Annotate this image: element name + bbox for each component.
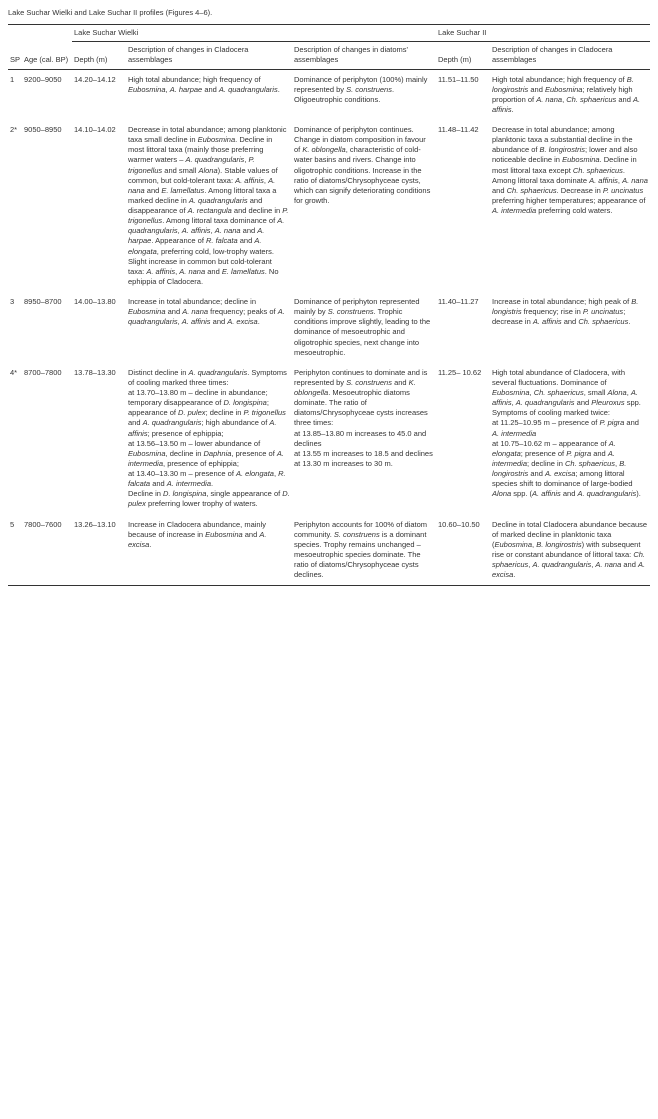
cell-di1: Dominance of periphyton represented main… <box>292 292 436 363</box>
cell-di1: Periphyton accounts for 100% of diatom c… <box>292 515 436 586</box>
table-row: 38950–870014.00–13.80Increase in total a… <box>8 292 650 363</box>
cell-d1: 14.20–14.12 <box>72 69 126 120</box>
header-age: Age (cal. BP) <box>22 25 72 69</box>
table-caption: Lake Suchar Wielki and Lake Suchar II pr… <box>8 8 650 18</box>
cell-age: 8950–8700 <box>22 292 72 363</box>
cell-d2: 11.51–11.50 <box>436 69 490 120</box>
cell-di1: Dominance of periphyton (100%) mainly re… <box>292 69 436 120</box>
cell-c1: Increase in total abundance; decline in … <box>126 292 292 363</box>
cell-d2: 11.25– 10.62 <box>436 363 490 515</box>
cell-c1: Distinct decline in A. quadrangularis. S… <box>126 363 292 515</box>
cell-sp: 5 <box>8 515 22 586</box>
cell-c2: Decline in total Cladocera abundance bec… <box>490 515 650 586</box>
header-diat-1: Description of changes in diatoms' assem… <box>292 42 436 69</box>
cell-d2: 11.48–11.42 <box>436 120 490 292</box>
cell-age: 8700–7800 <box>22 363 72 515</box>
cell-d1: 13.78–13.30 <box>72 363 126 515</box>
cell-sp: 2* <box>8 120 22 292</box>
data-table: SP Age (cal. BP) Lake Suchar Wielki Lake… <box>8 24 650 586</box>
cell-d1: 13.26–13.10 <box>72 515 126 586</box>
table-row: 2*9050–895014.10–14.02Decrease in total … <box>8 120 650 292</box>
cell-age: 9200–9050 <box>22 69 72 120</box>
table-row: 4*8700–780013.78–13.30Distinct decline i… <box>8 363 650 515</box>
header-depth-1: Depth (m) <box>72 42 126 69</box>
header-depth-2: Depth (m) <box>436 42 490 69</box>
cell-d1: 14.10–14.02 <box>72 120 126 292</box>
cell-sp: 3 <box>8 292 22 363</box>
cell-c1: Decrease in total abundance; among plank… <box>126 120 292 292</box>
cell-c2: High total abundance of Cladocera, with … <box>490 363 650 515</box>
cell-c2: Decrease in total abundance; among plank… <box>490 120 650 292</box>
cell-di1: Periphyton continues to dominate and is … <box>292 363 436 515</box>
table-row: 19200–905014.20–14.12High total abundanc… <box>8 69 650 120</box>
header-lake-ii: Lake Suchar II <box>436 25 650 42</box>
header-sp: SP <box>8 25 22 69</box>
cell-c2: Increase in total abundance; high peak o… <box>490 292 650 363</box>
cell-sp: 4* <box>8 363 22 515</box>
cell-c1: Increase in Cladocera abundance, mainly … <box>126 515 292 586</box>
header-clad-2: Description of changes in Cladocera asse… <box>490 42 650 69</box>
table-row: 57800–760013.26–13.10Increase in Cladoce… <box>8 515 650 586</box>
cell-age: 9050–8950 <box>22 120 72 292</box>
header-clad-1: Description of changes in Cladocera asse… <box>126 42 292 69</box>
header-lake-wielki: Lake Suchar Wielki <box>72 25 436 42</box>
cell-d2: 10.60–10.50 <box>436 515 490 586</box>
cell-sp: 1 <box>8 69 22 120</box>
cell-d2: 11.40–11.27 <box>436 292 490 363</box>
cell-age: 7800–7600 <box>22 515 72 586</box>
cell-c2: High total abundance; high frequency of … <box>490 69 650 120</box>
cell-di1: Dominance of periphyton continues. Chang… <box>292 120 436 292</box>
cell-c1: High total abundance; high frequency of … <box>126 69 292 120</box>
cell-d1: 14.00–13.80 <box>72 292 126 363</box>
